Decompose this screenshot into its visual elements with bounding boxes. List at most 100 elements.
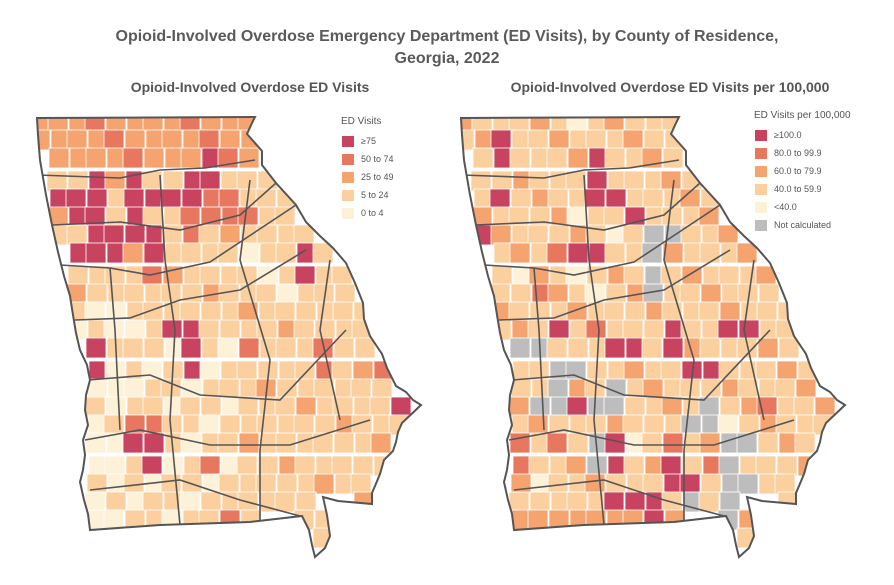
right-county-area bbox=[643, 319, 665, 341]
legend-item: 0 to 4 bbox=[341, 205, 394, 221]
legend-label: 80.0 to 99.9 bbox=[774, 148, 822, 158]
legend-label: Not calculated bbox=[774, 220, 832, 230]
right-county-area bbox=[679, 473, 701, 495]
legend-label: 60.0 to 79.9 bbox=[774, 166, 822, 176]
left-district-boundary bbox=[319, 259, 341, 421]
left-county-area bbox=[85, 147, 107, 169]
right-county-area bbox=[776, 455, 798, 477]
legend-swatch bbox=[754, 200, 768, 214]
left-district-boundary bbox=[159, 174, 181, 526]
right-county-area bbox=[565, 455, 587, 477]
right-county-area bbox=[603, 206, 625, 228]
right-county-area bbox=[528, 170, 550, 192]
right-county-area bbox=[510, 473, 532, 495]
legend-item: 60.0 to 79.9 bbox=[754, 163, 851, 179]
right-county-area bbox=[718, 360, 740, 382]
legend-label: 40.0 to 59.9 bbox=[774, 184, 822, 194]
right-county-area bbox=[528, 455, 550, 477]
right-county-area bbox=[509, 337, 531, 359]
legend-swatch bbox=[341, 134, 355, 148]
legend-label: 25 to 49 bbox=[361, 172, 394, 182]
left-county-area bbox=[238, 242, 260, 264]
right-county-area bbox=[605, 188, 627, 210]
right-county-area bbox=[527, 224, 549, 246]
right-county-area bbox=[699, 242, 721, 264]
left-county-area bbox=[217, 337, 239, 359]
right-county-area bbox=[622, 224, 644, 246]
left-district-boundary bbox=[89, 479, 301, 517]
right-county-area bbox=[566, 396, 588, 418]
right-county-area bbox=[548, 224, 570, 246]
right-county-area bbox=[508, 396, 530, 418]
legend-swatch bbox=[754, 218, 768, 232]
right-county-area bbox=[584, 473, 606, 495]
right-county-area bbox=[680, 319, 702, 341]
right-district-boundary bbox=[483, 204, 721, 276]
right-county-area bbox=[529, 491, 551, 513]
right-county-area bbox=[585, 414, 607, 436]
right-county-area bbox=[623, 170, 645, 192]
right-district-boundary bbox=[583, 174, 605, 526]
left-county-area bbox=[180, 337, 202, 359]
left-county-area bbox=[180, 242, 202, 264]
right-county-area bbox=[604, 242, 626, 264]
legend-item: Not calculated bbox=[754, 217, 851, 233]
right-county-area bbox=[642, 188, 664, 210]
right-county-area bbox=[679, 283, 701, 305]
right-county-area bbox=[546, 337, 568, 359]
left-county-area bbox=[333, 432, 355, 454]
legend-swatch bbox=[754, 164, 768, 178]
left-district-boundary bbox=[51, 182, 277, 231]
right-county-area bbox=[756, 301, 778, 323]
right-county-area bbox=[795, 378, 817, 400]
map-title-counts: Opioid-Involved Overdose ED Visits bbox=[130, 79, 370, 95]
right-county-area bbox=[509, 432, 531, 454]
left-county-area bbox=[312, 242, 334, 264]
legend-item: ≥100.0 bbox=[754, 127, 851, 143]
right-county-area bbox=[603, 301, 625, 323]
right-county-area bbox=[662, 242, 684, 264]
right-county-area bbox=[758, 283, 780, 305]
right-county-area bbox=[622, 414, 644, 436]
right-county-area bbox=[681, 455, 703, 477]
right-county-area bbox=[546, 147, 568, 169]
legend-item: 5 to 24 bbox=[341, 187, 394, 203]
left-county-area bbox=[313, 473, 335, 495]
left-district-boundary bbox=[74, 249, 307, 321]
right-county-area bbox=[661, 206, 683, 228]
right-county-area bbox=[718, 455, 740, 477]
right-county-area bbox=[736, 337, 758, 359]
right-county-area bbox=[757, 337, 779, 359]
right-county-area bbox=[643, 224, 665, 246]
right-county-area bbox=[566, 206, 588, 228]
right-county-area bbox=[509, 242, 531, 264]
right-county-area bbox=[642, 473, 664, 495]
right-county-area bbox=[793, 396, 815, 418]
right-county-area bbox=[642, 283, 664, 305]
legend-item: 40.0 to 59.9 bbox=[754, 181, 851, 197]
left-district-boundary bbox=[109, 267, 121, 431]
left-county-area bbox=[122, 337, 144, 359]
right-county-area bbox=[662, 147, 684, 169]
right-county-area bbox=[548, 129, 570, 151]
right-county-area bbox=[699, 432, 721, 454]
right-county-area bbox=[774, 378, 796, 400]
legend-rates: ED Visits per 100,000 ≥100.0 80.0 to 99.9… bbox=[754, 110, 851, 235]
right-county-area bbox=[776, 360, 798, 382]
legend-swatch bbox=[341, 152, 355, 166]
left-county-area bbox=[333, 337, 355, 359]
right-county-area bbox=[717, 319, 739, 341]
right-state-outline bbox=[459, 115, 847, 559]
right-county-area bbox=[510, 283, 532, 305]
legend-title: ED Visits bbox=[341, 116, 382, 127]
right-county-area bbox=[737, 473, 759, 495]
right-county-area bbox=[662, 432, 684, 454]
right-county-area bbox=[565, 170, 587, 192]
left-county-area bbox=[85, 432, 107, 454]
left-county-area bbox=[122, 242, 144, 264]
right-county-area bbox=[641, 337, 663, 359]
right-county-area bbox=[641, 432, 663, 454]
right-county-area bbox=[661, 396, 683, 418]
right-county-area bbox=[624, 491, 646, 513]
right-county-area bbox=[547, 188, 569, 210]
